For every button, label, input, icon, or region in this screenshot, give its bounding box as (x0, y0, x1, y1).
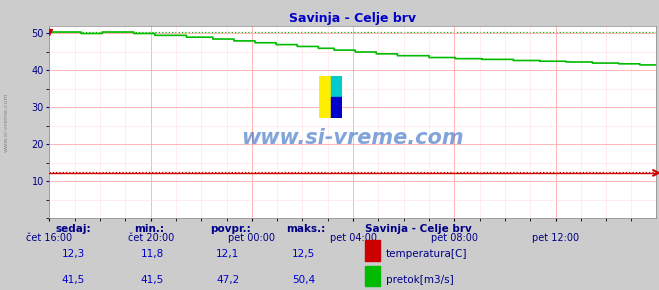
Title: Savinja - Celje brv: Savinja - Celje brv (289, 12, 416, 25)
FancyBboxPatch shape (364, 240, 380, 261)
Text: pet 00:00: pet 00:00 (229, 233, 275, 244)
Text: 41,5: 41,5 (140, 275, 163, 285)
Text: 12,3: 12,3 (61, 249, 85, 259)
Text: povpr.:: povpr.: (210, 224, 251, 234)
Text: Savinja - Celje brv: Savinja - Celje brv (364, 224, 471, 234)
Text: www.si-vreme.com: www.si-vreme.com (4, 92, 9, 152)
Text: pretok[m3/s]: pretok[m3/s] (386, 275, 453, 285)
Text: čet 16:00: čet 16:00 (26, 233, 72, 244)
Text: pet 08:00: pet 08:00 (431, 233, 478, 244)
Text: 11,8: 11,8 (140, 249, 163, 259)
Text: sedaj:: sedaj: (55, 224, 91, 234)
Text: 47,2: 47,2 (216, 275, 239, 285)
Text: 50,4: 50,4 (292, 275, 315, 285)
Text: čet 20:00: čet 20:00 (128, 233, 174, 244)
Text: pet 04:00: pet 04:00 (330, 233, 376, 244)
Text: maks.:: maks.: (286, 224, 325, 234)
Text: pet 12:00: pet 12:00 (532, 233, 579, 244)
Text: 12,1: 12,1 (216, 249, 239, 259)
Text: min.:: min.: (134, 224, 164, 234)
FancyBboxPatch shape (364, 266, 380, 287)
Text: 41,5: 41,5 (61, 275, 85, 285)
Text: 12,5: 12,5 (292, 249, 315, 259)
Text: www.si-vreme.com: www.si-vreme.com (241, 128, 464, 148)
Text: temperatura[C]: temperatura[C] (386, 249, 467, 259)
